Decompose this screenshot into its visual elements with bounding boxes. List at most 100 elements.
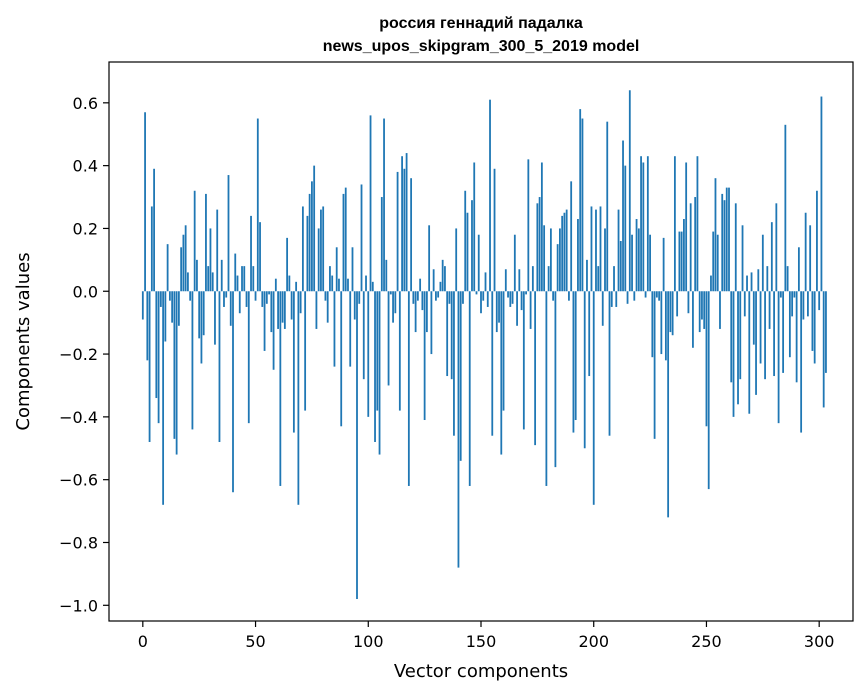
bar-3: [148, 291, 151, 442]
bar-270: [750, 272, 753, 292]
bar-94: [353, 291, 356, 320]
bar-204: [601, 291, 604, 326]
bar-243: [689, 203, 692, 292]
bar-152: [484, 272, 487, 292]
bar-158: [498, 291, 500, 323]
bar-278: [768, 291, 771, 329]
bar-287: [788, 291, 791, 358]
bar-249: [703, 291, 706, 329]
bar-196: [583, 291, 586, 449]
bar-258: [723, 200, 726, 292]
bar-123: [419, 278, 422, 292]
bar-290: [795, 291, 798, 383]
bar-294: [804, 212, 807, 292]
bar-19: [184, 225, 187, 292]
bar-177: [540, 162, 543, 292]
bar-61: [279, 291, 282, 486]
bar-142: [462, 291, 464, 304]
bar-188: [565, 209, 568, 292]
bar-77: [315, 291, 318, 329]
bar-282: [777, 291, 780, 424]
bar-58: [272, 291, 275, 370]
x-tick-label-150: 150: [466, 632, 497, 651]
bar-141: [459, 291, 462, 461]
bar-298: [813, 291, 816, 364]
bar-151: [482, 291, 485, 301]
bar-253: [712, 231, 715, 292]
bar-163: [509, 291, 512, 307]
bar-38: [227, 175, 230, 292]
bar-265: [739, 291, 742, 380]
bar-247: [698, 291, 701, 333]
chart-title-line-2: news_upos_skipgram_300_5_2019 model: [323, 38, 640, 55]
bar-79: [320, 209, 322, 292]
bar-276: [764, 291, 766, 380]
bar-15: [175, 291, 178, 455]
bar-297: [811, 291, 814, 351]
bar-6: [155, 291, 158, 399]
bar-230: [660, 291, 663, 355]
bar-20: [187, 272, 189, 292]
bar-13: [171, 291, 174, 323]
bar-191: [572, 291, 575, 433]
bar-102: [371, 281, 374, 292]
bar-114: [398, 291, 401, 411]
bar-259: [725, 187, 728, 292]
bar-273: [757, 269, 760, 292]
bar-88: [340, 291, 343, 427]
bar-129: [432, 269, 435, 292]
bar-83: [329, 266, 331, 292]
bar-17: [180, 247, 183, 292]
bar-168: [520, 291, 523, 311]
bar-279: [770, 222, 773, 292]
bar-117: [405, 153, 408, 292]
bar-171: [527, 159, 530, 292]
bar-107: [383, 118, 385, 292]
bar-225: [649, 234, 651, 292]
y-tick-label-5: −0.4: [59, 408, 98, 427]
bar-199: [590, 206, 593, 292]
bar-75: [311, 181, 313, 292]
bar-108: [385, 259, 388, 292]
bar-205: [604, 228, 606, 292]
bar-1: [144, 112, 146, 292]
bar-214: [624, 165, 627, 292]
bar-53: [261, 291, 264, 307]
bar-169: [522, 291, 525, 430]
bar-213: [622, 140, 624, 292]
bar-60: [277, 291, 279, 329]
bar-236: [673, 156, 676, 292]
bar-257: [721, 193, 724, 292]
bar-24: [196, 259, 198, 292]
bar-246: [696, 156, 699, 292]
bar-42: [236, 275, 239, 292]
bar-286: [786, 266, 789, 292]
bar-218: [633, 291, 636, 301]
bar-14: [173, 291, 176, 439]
bar-182: [552, 291, 555, 301]
bar-245: [694, 197, 697, 292]
bar-154: [489, 99, 491, 292]
x-axis-label: Vector components: [394, 661, 568, 682]
bar-216: [628, 90, 631, 292]
bar-63: [283, 291, 286, 329]
bar-189: [568, 291, 570, 301]
bar-262: [732, 291, 735, 417]
bar-181: [549, 228, 552, 292]
bar-172: [529, 291, 532, 329]
bar-16: [177, 291, 180, 326]
bar-233: [667, 291, 670, 518]
bar-37: [225, 291, 228, 298]
bar-299: [816, 190, 818, 292]
bar-5: [153, 168, 155, 292]
bar-95: [356, 291, 358, 600]
bar-41: [234, 253, 237, 292]
bar-103: [374, 291, 376, 442]
x-tick-label-50: 50: [245, 632, 265, 651]
bar-255: [716, 234, 719, 292]
bar-178: [543, 225, 546, 292]
bar-78: [317, 228, 320, 292]
bar-23: [193, 190, 196, 292]
bar-222: [642, 162, 645, 292]
bar-283: [779, 291, 782, 298]
